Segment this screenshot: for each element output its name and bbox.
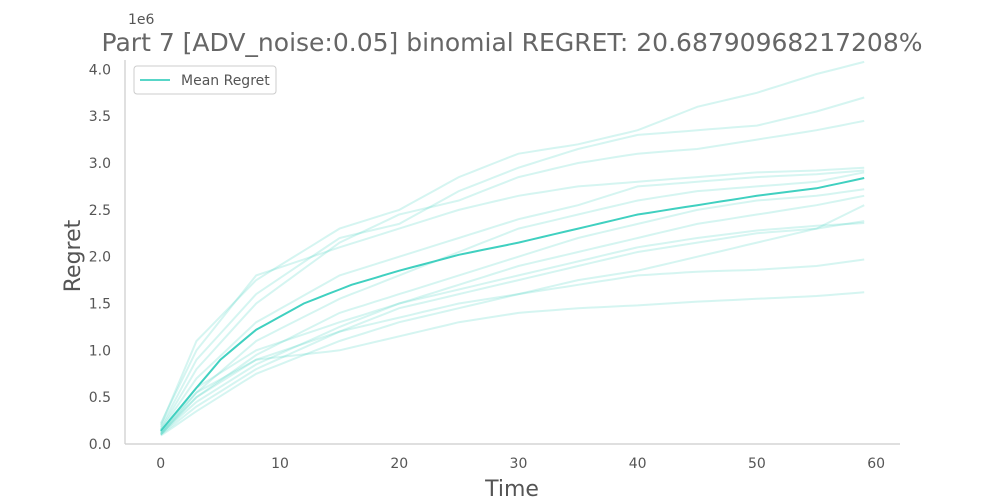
y-axis-label: Regret (61, 219, 86, 292)
y-tick-label: 4.0 (89, 62, 111, 78)
y-tick-label: 2.0 (89, 250, 111, 266)
legend: Mean Regret (133, 65, 277, 95)
x-tick-label: 0 (156, 456, 165, 472)
run-line-run-8 (160, 220, 865, 436)
y-tick-label: 0.0 (89, 437, 111, 453)
chart-title: Part 7 [ADV_noise:0.05] binomial REGRET:… (102, 28, 923, 57)
y-tick-label: 3.5 (89, 109, 111, 125)
x-tick-labels: 0 10 20 30 40 50 60 (156, 456, 885, 472)
run-line-run-5 (160, 171, 865, 433)
legend-box (133, 65, 277, 95)
x-tick-label: 20 (390, 456, 408, 472)
x-tick-label: 30 (510, 456, 528, 472)
run-line-run-7 (160, 194, 865, 435)
run-line-run-9 (160, 222, 865, 434)
x-tick-label: 40 (629, 456, 647, 472)
y-tick-label: 2.5 (89, 203, 111, 219)
mean-regret-line (160, 177, 865, 432)
y-tick-labels: 0.0 0.5 1.0 1.5 2.0 2.5 3.0 3.5 4.0 (89, 62, 111, 453)
mean-line-group (160, 177, 865, 432)
run-line-run-3 (159, 119, 865, 430)
y-tick-label: 1.0 (89, 343, 111, 359)
run-line-run-11 (160, 258, 865, 437)
run-line-run-12 (160, 291, 865, 436)
y-tick-label: 0.5 (89, 390, 111, 406)
run-line-run-13 (159, 166, 865, 424)
run-lines (159, 60, 865, 437)
run-line-run-4 (159, 169, 865, 431)
legend-label-mean: Mean Regret (181, 73, 270, 89)
y-tick-label: 3.0 (89, 156, 111, 172)
run-line-run-6 (160, 188, 865, 434)
x-axis-label: Time (484, 477, 539, 500)
run-line-run-2 (159, 96, 865, 428)
x-tick-label: 50 (748, 456, 766, 472)
y-tick-label: 1.5 (89, 297, 111, 313)
y-scale-label: 1e6 (128, 12, 155, 28)
x-tick-label: 10 (271, 456, 289, 472)
run-line-run-10 (160, 204, 865, 436)
run-line-run-1 (159, 60, 865, 426)
x-tick-label: 60 (867, 456, 885, 472)
